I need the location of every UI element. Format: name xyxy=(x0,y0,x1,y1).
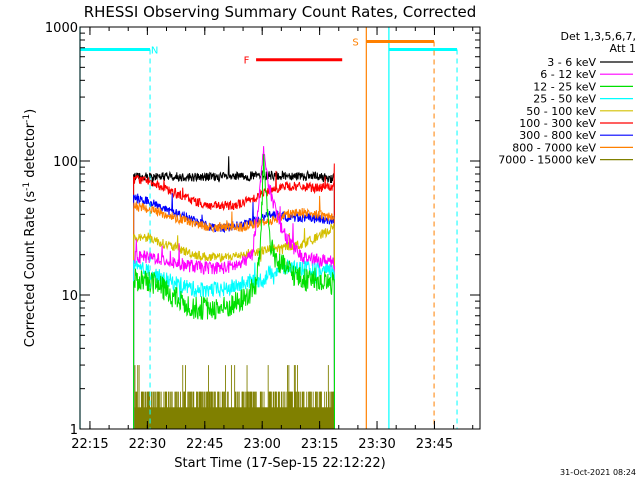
y-axis-label: Corrected Count Rate (s-1 detector-1) xyxy=(22,109,38,347)
legend-header-attenuator: Att 1 xyxy=(610,42,636,55)
legend-label: 300 - 800 keV xyxy=(519,129,596,142)
series-100-to-300keV xyxy=(133,163,335,430)
y-tick-label: 100 xyxy=(53,155,78,170)
data-layer xyxy=(133,146,335,430)
legend-label: 50 - 100 keV xyxy=(526,105,596,118)
footer-date: 31-Oct-2021 08:24 xyxy=(560,468,636,477)
y-tick-label: 10 xyxy=(61,289,78,304)
x-tick-label: 23:30 xyxy=(358,437,395,452)
legend-label: 25 - 50 keV xyxy=(533,93,596,106)
y-tick-label: 1 xyxy=(70,423,78,438)
plot-frame xyxy=(79,26,481,430)
legend-label: 800 - 7000 keV xyxy=(512,141,596,154)
x-tick-label: 22:15 xyxy=(71,437,108,452)
x-tick-label: 23:45 xyxy=(416,437,453,452)
legend-label: 7000 - 15000 keV xyxy=(498,154,596,167)
legend-header-detectors: Det 1,3,5,6,7, xyxy=(560,30,636,43)
series-6-to-12keV xyxy=(133,146,335,430)
y-axis: 1 10 100 1000 xyxy=(45,21,480,438)
series-50-to-100keV xyxy=(133,223,335,430)
mode-label-n: N xyxy=(151,45,158,56)
chart-title: RHESSI Observing Summary Count Rates, Co… xyxy=(84,3,477,21)
series-3-to-6keV xyxy=(133,156,335,430)
overlay-layer: N F S xyxy=(79,27,458,429)
series-12-to-25keV xyxy=(133,154,335,430)
series-800-to-7000keV xyxy=(133,195,335,430)
x-tick-label: 23:15 xyxy=(301,437,338,452)
x-axis: 22:15 22:30 22:45 23:00 23:15 23:30 23:45 xyxy=(71,27,474,452)
plot-area: NFS 22:15 22:30 22:45 23:00 23:15 23:30 23:45 … xyxy=(45,21,481,452)
legend-label: 3 - 6 keV xyxy=(547,56,596,69)
series-25-to-50keV xyxy=(133,259,335,430)
y-tick-label: 1000 xyxy=(45,21,78,36)
x-axis-label: Start Time (17-Sep-15 22:12:22) xyxy=(174,456,385,471)
x-tick-label: 23:00 xyxy=(243,437,280,452)
mode-label-s: S xyxy=(352,37,358,48)
x-tick-label: 22:30 xyxy=(129,437,166,452)
x-tick-label: 22:45 xyxy=(186,437,223,452)
legend-label: 6 - 12 keV xyxy=(540,68,596,81)
legend-label: 100 - 300 keV xyxy=(519,117,596,130)
mode-label-f: F xyxy=(244,56,250,67)
series-7000-to-15000keV xyxy=(133,365,335,429)
legend-label: 12 - 25 keV xyxy=(533,80,596,93)
